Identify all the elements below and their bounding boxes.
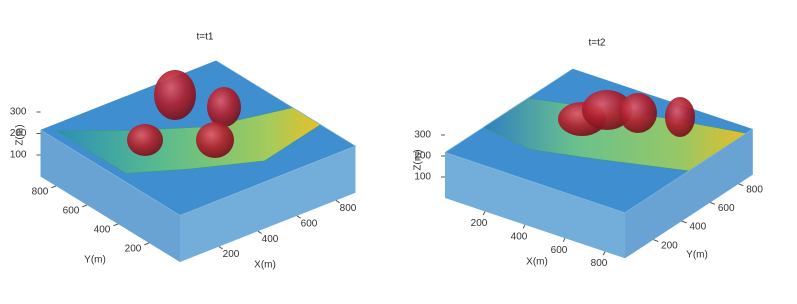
- tick-mark: [218, 246, 223, 250]
- tick-mark: [296, 215, 301, 219]
- z-axis-label: Z(m): [413, 149, 424, 170]
- y-tick-label: 600: [718, 203, 735, 214]
- x-tick-label: 200: [471, 218, 488, 229]
- x-tick-label: 800: [340, 203, 357, 214]
- z-tick-label: 300: [10, 107, 27, 118]
- tick-mark: [710, 202, 716, 205]
- tick-mark: [738, 183, 744, 187]
- tick-mark: [681, 220, 687, 224]
- y-tick-label: 400: [94, 225, 111, 236]
- x-axis-label: X(m): [526, 257, 548, 268]
- tick-mark: [144, 242, 150, 246]
- y-tick-label: 800: [746, 185, 763, 196]
- x-axis-label: X(m): [254, 260, 276, 271]
- y-tick-label: 400: [689, 222, 706, 233]
- tick-mark: [51, 185, 57, 189]
- chart-title: t=t1: [197, 32, 214, 43]
- x-tick-label: 200: [223, 249, 240, 260]
- y-tick-label: 200: [125, 244, 142, 255]
- tick-mark: [482, 211, 486, 216]
- box-edge: [40, 60, 357, 216]
- y-axis-label: Y(m): [686, 250, 708, 261]
- box-face: [625, 129, 753, 259]
- z-tick-label: 200: [10, 128, 27, 139]
- box-face: [180, 146, 356, 262]
- y-axis-label: Y(m): [84, 255, 106, 266]
- tick-mark: [82, 204, 88, 208]
- z-tick-label: 100: [10, 150, 27, 161]
- x-tick-label: 400: [262, 234, 279, 245]
- chart-title: t=t2: [589, 38, 606, 49]
- z-tick-label: 200: [414, 151, 431, 162]
- sphere: [207, 87, 241, 127]
- box-face: [445, 152, 625, 259]
- y-tick-label: 600: [63, 206, 80, 217]
- tick-mark: [653, 239, 659, 242]
- tick-mark: [562, 237, 566, 243]
- sphere: [154, 70, 196, 120]
- tick-mark: [522, 224, 526, 229]
- z-tick-label: 300: [414, 130, 431, 141]
- panel: 200 400 600 800 200 400 600 800 100 200 300 t=t1 X(m…: [10, 32, 357, 271]
- sphere: [196, 122, 234, 158]
- box-edge: [444, 68, 753, 214]
- z-tick-label: 100: [414, 172, 431, 183]
- tick-mark: [335, 199, 340, 204]
- x-tick-label: 600: [301, 218, 318, 229]
- tick-mark: [113, 223, 119, 227]
- sphere: [619, 93, 657, 133]
- y-tick-label: 200: [661, 240, 678, 251]
- tick-mark: [257, 230, 262, 235]
- x-tick-label: 600: [551, 245, 568, 256]
- sphere: [665, 97, 695, 137]
- tick-mark: [602, 251, 606, 256]
- z-axis-label: Z(m): [15, 124, 26, 145]
- box-face: [40, 129, 180, 262]
- panel: 200 400 600 800 200 400 600 800 100 200 300 t=t2 X(m…: [413, 38, 764, 270]
- sphere: [582, 90, 632, 130]
- x-tick-label: 400: [511, 231, 528, 242]
- y-tick-label: 800: [32, 187, 49, 198]
- x-tick-label: 800: [591, 258, 608, 269]
- sphere: [127, 124, 163, 156]
